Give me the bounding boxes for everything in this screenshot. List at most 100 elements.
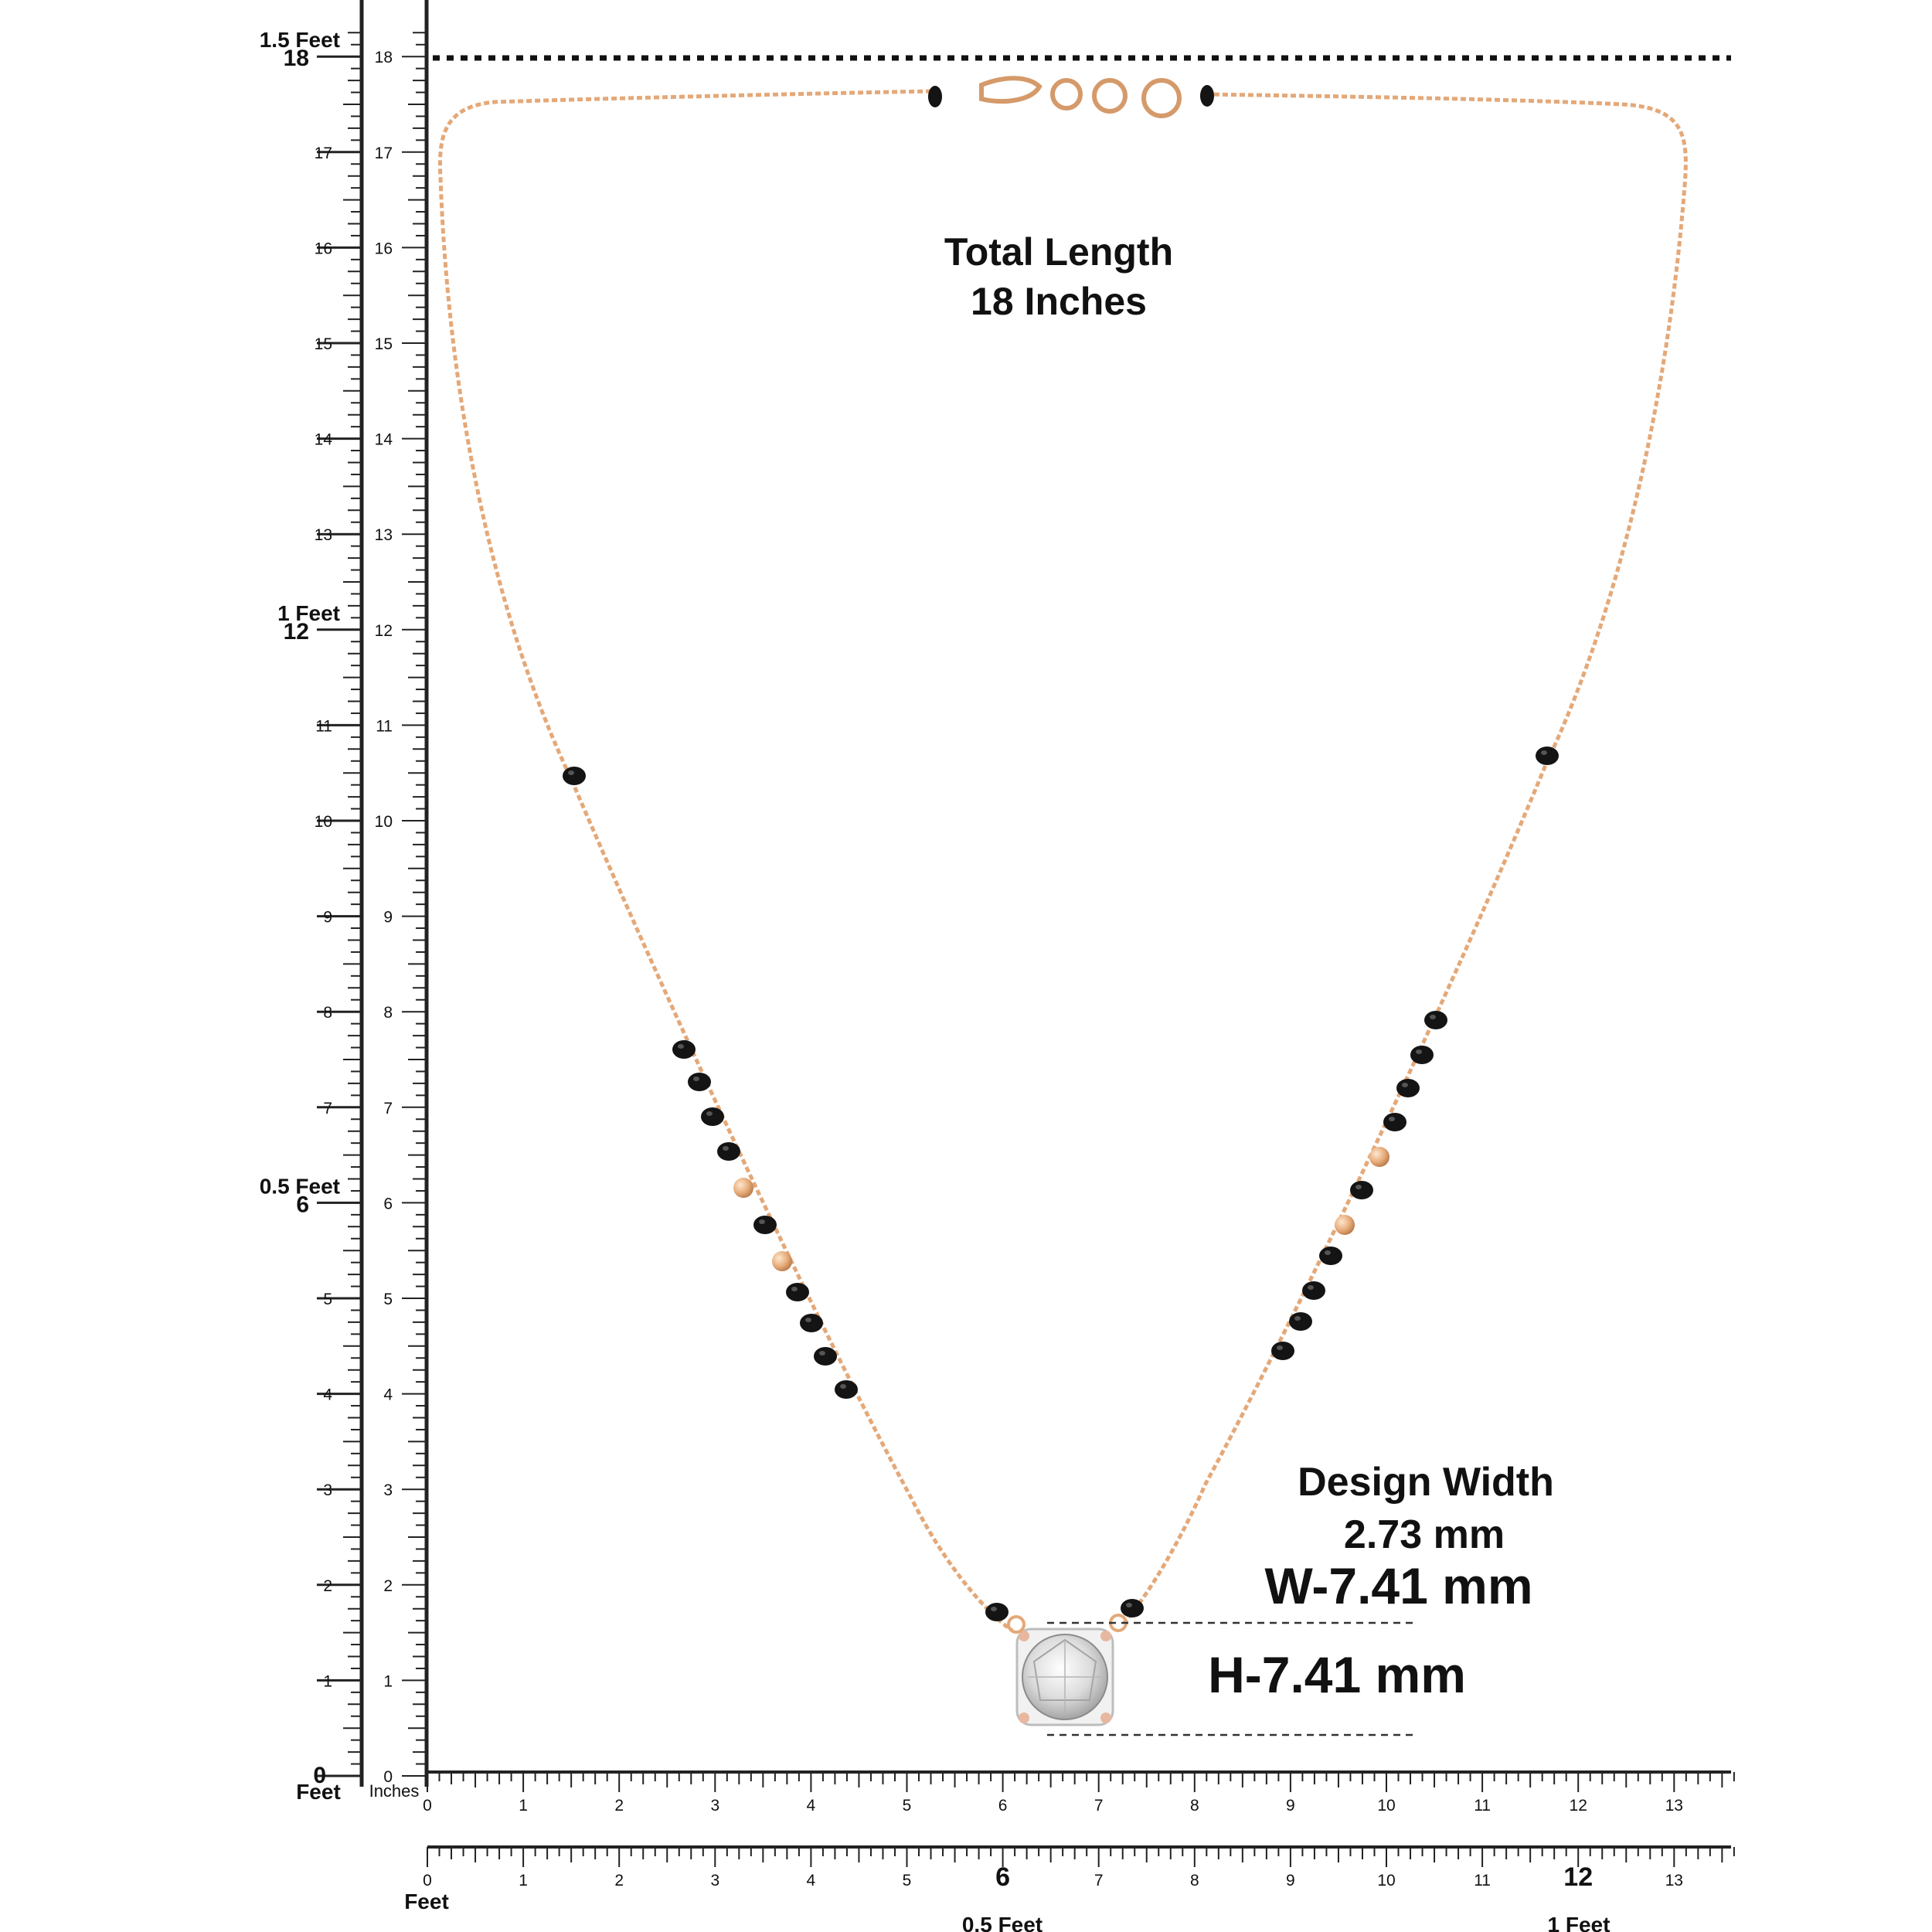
horizontal-ruler-inch-label: 2	[614, 1872, 624, 1889]
left-ruler-inch-label: 15	[375, 335, 393, 353]
left-ruler-foot-inch-label: 13	[315, 526, 332, 544]
design-width-value: 2.73 mm	[1344, 1512, 1505, 1557]
black-bead-highlight	[1355, 1185, 1362, 1189]
black-bead-highlight	[759, 1219, 765, 1224]
total-length-value: 18 Inches	[971, 280, 1147, 323]
black-bead-highlight	[723, 1146, 729, 1151]
black-bead	[1350, 1181, 1373, 1199]
left-ruler-foot-inch-label: 2	[323, 1577, 332, 1595]
left-ruler-inch-label: 7	[383, 1100, 393, 1117]
black-bead-highlight	[1416, 1049, 1422, 1054]
horizontal-ruler-inch-label: 6	[998, 1797, 1008, 1815]
black-bead-highlight	[1325, 1250, 1331, 1255]
left-ruler-foot-inch-label: 14	[315, 431, 333, 449]
left-ruler-inch-label: 3	[383, 1481, 393, 1499]
left-ruler-foot-inch-label: 11	[315, 717, 332, 735]
left-ruler-inch-label: 18	[375, 49, 393, 66]
black-bead-highlight	[805, 1318, 811, 1322]
black-bead-highlight	[1294, 1316, 1301, 1321]
horizontal-ruler-ticks	[427, 1847, 1735, 1867]
bottom-inch-ruler: 0 1 2 3 4 5 6 7 8 9 10 11 12 13	[423, 1770, 1735, 1815]
black-bead-highlight	[1402, 1083, 1408, 1087]
black-bead	[672, 1040, 696, 1059]
horizontal-ruler-inch-label: 3	[710, 1797, 719, 1815]
horizontal-ruler-inch-label: 7	[1094, 1797, 1104, 1815]
horizontal-ruler-inch-label: 0	[423, 1797, 432, 1815]
black-bead-highlight	[840, 1384, 846, 1389]
black-bead	[1396, 1079, 1420, 1097]
pendant-width-label: W-7.41 mm	[1264, 1557, 1532, 1614]
left-ruler-inch-label: 2	[383, 1577, 393, 1595]
left-ruler-feet-label: 1.5 Feet	[260, 28, 340, 52]
gold-ball	[733, 1178, 753, 1198]
left-ruler-inches-unit-label: Inches	[369, 1781, 420, 1801]
left-ruler-feet-label: 0.5 Feet	[260, 1174, 340, 1198]
feet-ruler-one-foot-label: 1 Feet	[1548, 1913, 1611, 1932]
solitaire-pendant	[1007, 1614, 1128, 1726]
left-ruler-inch-label: 11	[376, 717, 393, 735]
lobster-clasp	[928, 76, 1214, 118]
horizontal-ruler-inch-label: 3	[710, 1872, 719, 1889]
feet-ruler-unit-label: Feet	[404, 1889, 449, 1913]
black-bead	[753, 1216, 777, 1234]
horizontal-ruler-inch-label: 9	[1286, 1872, 1295, 1889]
design-width-title: Design Width	[1298, 1460, 1554, 1505]
black-bead-highlight	[1277, 1345, 1283, 1350]
black-bead	[1302, 1281, 1325, 1300]
black-bead	[717, 1142, 740, 1161]
left-ruler-foot-inch-label: 1	[323, 1672, 332, 1690]
black-bead	[985, 1603, 1009, 1621]
gold-ball	[772, 1251, 792, 1271]
left-ruler-foot-inch-label: 10	[315, 813, 332, 831]
left-ruler-inch-label: 17	[375, 145, 393, 162]
left-ruler-inch-label: 8	[383, 1004, 393, 1022]
black-bead	[1536, 747, 1559, 765]
horizontal-ruler-inch-label: 10	[1377, 1872, 1395, 1889]
horizontal-ruler-inch-label: 10	[1377, 1797, 1395, 1815]
left-ruler-feet-unit-label: Feet	[296, 1780, 341, 1804]
left-ruler-foot-inch-label: 6	[296, 1192, 309, 1217]
gold-ball	[1369, 1147, 1389, 1167]
left-ruler-foot-inch-label: 12	[284, 619, 309, 645]
black-bead	[688, 1073, 711, 1091]
black-bead	[1121, 1599, 1144, 1617]
black-bead	[563, 767, 586, 785]
left-ruler-foot-inch-label: 7	[323, 1100, 332, 1117]
left-ruler-inch-label: 16	[375, 240, 393, 257]
black-bead	[701, 1107, 724, 1126]
left-ruler-foot-inch-label: 5	[323, 1291, 332, 1308]
horizontal-ruler-inch-label: 5	[903, 1872, 912, 1889]
left-ruler-inch-label: 4	[383, 1386, 393, 1404]
horizontal-ruler-inch-label: 7	[1094, 1872, 1104, 1889]
black-bead-highlight	[568, 770, 574, 775]
horizontal-ruler-inch-label: 8	[1190, 1797, 1199, 1815]
horizontal-ruler-inch-label: 0	[423, 1872, 432, 1889]
black-bead	[1271, 1342, 1294, 1360]
black-bead	[1410, 1046, 1434, 1064]
total-length-title: Total Length	[944, 230, 1173, 274]
black-bead-highlight	[1430, 1015, 1436, 1019]
black-bead	[835, 1380, 858, 1399]
horizontal-ruler-inch-label: 13	[1665, 1872, 1683, 1889]
necklace-chain	[438, 89, 1688, 1633]
black-bead	[786, 1283, 809, 1301]
black-bead-highlight	[991, 1607, 997, 1611]
horizontal-ruler-inch-label: 9	[1286, 1797, 1295, 1815]
black-bead-highlight	[1389, 1117, 1395, 1121]
horizontal-ruler-inch-label: 12	[1570, 1797, 1587, 1815]
horizontal-ruler-inch-label: 8	[1190, 1872, 1199, 1889]
left-ruler-foot-inch-label: 8	[323, 1004, 332, 1022]
horizontal-ruler-inch-label: 2	[614, 1797, 624, 1815]
horizontal-ruler-inch-label: 4	[807, 1797, 816, 1815]
left-ruler-inch-label: 6	[383, 1195, 393, 1213]
left-ruler-inch-label: 13	[375, 526, 393, 544]
left-ruler-foot-inch-label: 15	[315, 335, 332, 353]
horizontal-ruler-inch-label: 5	[903, 1797, 912, 1815]
feet-ruler-half-foot-label: 0.5 Feet	[962, 1913, 1043, 1932]
left-ruler-foot-inch-label: 0	[313, 1763, 326, 1788]
left-ruler-foot-inch-label: 4	[323, 1386, 332, 1404]
horizontal-ruler-ticks	[427, 1772, 1735, 1792]
left-ruler-inch-label: 10	[375, 813, 393, 831]
